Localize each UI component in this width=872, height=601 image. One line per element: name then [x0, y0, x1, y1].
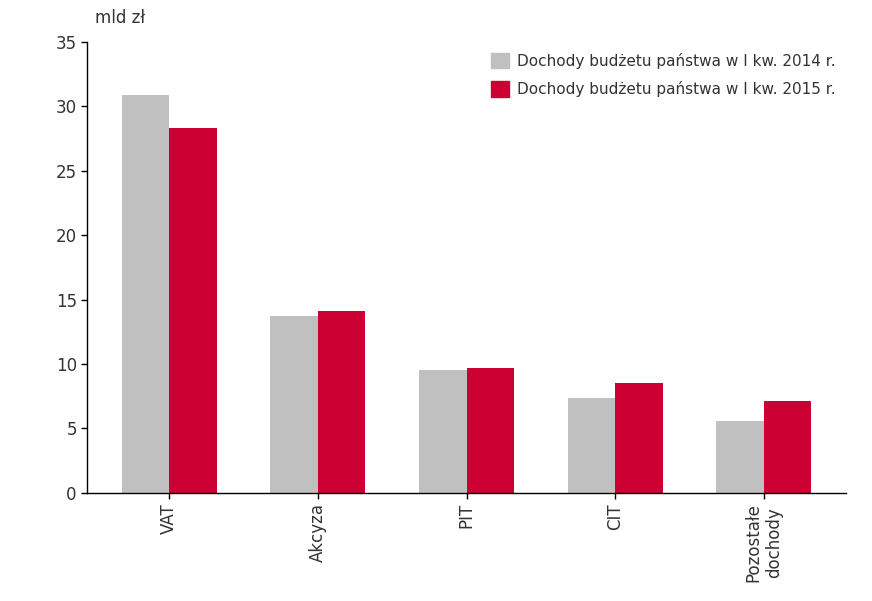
Bar [270, 316, 318, 493]
Bar [169, 129, 217, 493]
Legend: Dochody budżetu państwa w I kw. 2014 r., Dochody budżetu państwa w I kw. 2015 r.: Dochody budżetu państwa w I kw. 2014 r.,… [483, 45, 842, 105]
Bar [467, 368, 514, 493]
Bar [716, 421, 764, 493]
Bar [318, 311, 365, 493]
Bar [122, 95, 169, 493]
Bar [615, 383, 663, 493]
Bar [568, 397, 615, 493]
Bar [419, 370, 467, 493]
Text: mld zł: mld zł [95, 8, 145, 26]
Bar [764, 401, 811, 493]
